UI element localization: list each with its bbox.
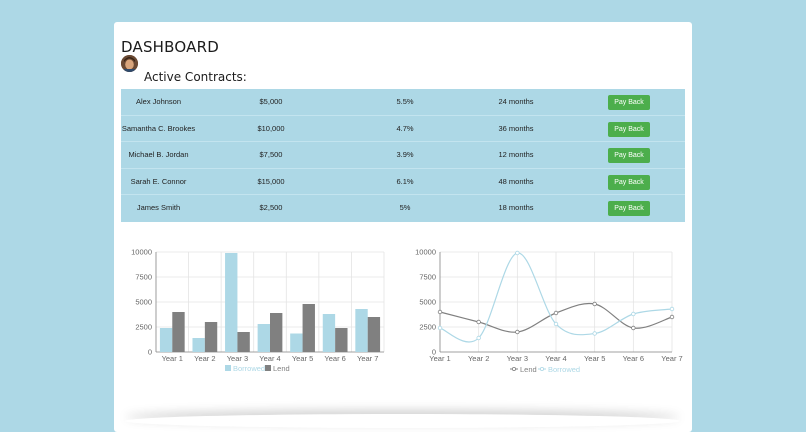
y-tick-label: 5000 xyxy=(135,298,152,307)
legend-label-borrowed: Borrowed xyxy=(233,364,265,373)
bar-borrowed xyxy=(159,328,173,352)
x-tick-label: Year 1 xyxy=(162,354,183,363)
contract-name: Michael B. Jordan xyxy=(128,150,189,160)
y-tick-label: 5000 xyxy=(419,298,436,307)
x-tick-label: Year 2 xyxy=(194,354,215,363)
contract-rate: 6.1% xyxy=(396,176,414,186)
point-borrowed xyxy=(553,321,559,327)
bar-borrowed xyxy=(192,338,205,352)
next-card-shadow xyxy=(125,414,680,428)
pay-back-button[interactable]: Pay Back xyxy=(608,201,650,217)
contract-name: Alex Johnson xyxy=(135,97,182,106)
pay-back-button[interactable]: Pay Back xyxy=(608,95,650,110)
point-borrowed xyxy=(476,335,481,341)
bar-borrowed xyxy=(290,333,303,352)
y-tick-label: 10000 xyxy=(415,248,436,257)
contract-term: 36 months xyxy=(498,123,534,133)
x-tick-label: Year 6 xyxy=(623,354,644,363)
point-lend xyxy=(515,329,520,335)
contracts-table: Alex Johnson $5,000 5.5% 24 months Pay B… xyxy=(121,89,685,222)
point-lend xyxy=(476,319,481,325)
bar-lend xyxy=(302,304,315,352)
contract-amount: $15,000 xyxy=(257,176,285,186)
contract-rate: 5.5% xyxy=(396,97,414,106)
point-borrowed xyxy=(631,311,636,317)
table-row: Michael B. Jordan $7,500 3.9% 12 months … xyxy=(121,142,685,169)
contract-rate: 4.7% xyxy=(396,123,414,133)
contract-term: 48 months xyxy=(498,176,534,186)
y-tick-label: 2500 xyxy=(135,323,152,332)
point-lend xyxy=(592,301,597,307)
page-title: DASHBOARD xyxy=(121,38,219,56)
contract-amount: $7,500 xyxy=(259,150,283,160)
point-borrowed xyxy=(669,306,675,312)
contract-name: Sarah E. Connor xyxy=(130,176,187,186)
bar-lend xyxy=(367,317,381,352)
pay-back-button[interactable]: Pay Back xyxy=(608,148,650,164)
contract-rate: 5% xyxy=(399,203,411,213)
bar-lend xyxy=(270,313,283,352)
x-tick-label: Year 7 xyxy=(357,354,378,363)
x-tick-label: Year 4 xyxy=(545,354,566,363)
x-tick-label: Year 7 xyxy=(661,354,682,363)
contract-amount: $10,000 xyxy=(257,123,285,133)
legend-label-lend: Lend xyxy=(520,365,537,374)
x-tick-label: Year 4 xyxy=(259,354,280,363)
y-tick-label: 7500 xyxy=(135,273,152,282)
x-tick-label: Year 5 xyxy=(292,354,313,363)
bar-borrowed xyxy=(225,253,238,352)
x-tick-label: Year 5 xyxy=(584,354,605,363)
point-borrowed xyxy=(592,331,597,336)
legend-marker-borrowed xyxy=(539,366,544,371)
line-chart: 0 2500 5000 7500 10000 Year 1 Year 2 Year 3 Year… xyxy=(415,248,683,375)
x-tick-label: Year 3 xyxy=(507,354,528,363)
contract-rate: 3.9% xyxy=(396,150,414,160)
bar-borrowed xyxy=(322,314,336,352)
legend-swatch-lend xyxy=(265,365,271,371)
point-borrowed xyxy=(515,250,520,256)
contract-amount: $5,000 xyxy=(259,97,283,106)
contract-term: 12 months xyxy=(498,150,534,160)
y-tick-label: 7500 xyxy=(419,273,436,282)
bar-lend xyxy=(204,322,218,352)
x-tick-label: Year 2 xyxy=(468,354,489,363)
section-title: Active Contracts: xyxy=(144,70,247,84)
y-tick-label: 0 xyxy=(148,348,152,357)
bar-lend xyxy=(237,332,250,352)
table-row: Sarah E. Connor $15,000 6.1% 48 months P… xyxy=(121,169,685,196)
x-tick-label: Year 6 xyxy=(324,354,345,363)
contract-amount: $2,500 xyxy=(259,203,283,213)
pay-back-button[interactable]: Pay Back xyxy=(608,121,650,137)
legend-label-borrowed: Borrowed xyxy=(548,365,580,374)
table-row: Samantha C. Brookes $10,000 4.7% 36 mont… xyxy=(121,116,685,143)
x-tick-label: Year 3 xyxy=(227,354,248,363)
legend-swatch-borrowed xyxy=(225,365,231,371)
bar-lend xyxy=(172,312,185,352)
bar-chart: 0 2500 5000 7500 10000 Year 1 Year 2 Year 3 Year… xyxy=(131,248,385,373)
avatar-icon xyxy=(121,55,138,72)
point-lend xyxy=(553,310,559,316)
bar-borrowed xyxy=(257,324,270,352)
legend-marker-lend xyxy=(512,366,517,371)
bar-lend xyxy=(335,328,348,352)
avatar[interactable] xyxy=(121,55,138,72)
contract-name: Samantha C. Brookes xyxy=(121,123,196,133)
point-lend xyxy=(669,314,675,320)
x-tick-label: Year 1 xyxy=(429,354,450,363)
point-lend xyxy=(631,325,636,331)
pay-back-button[interactable]: Pay Back xyxy=(608,174,650,190)
point-borrowed xyxy=(437,325,443,331)
y-tick-label: 0 xyxy=(432,348,436,357)
contract-term: 24 months xyxy=(498,97,534,106)
y-tick-label: 10000 xyxy=(131,248,152,257)
contract-term: 18 months xyxy=(498,203,534,213)
contract-name: James Smith xyxy=(136,203,181,213)
table-row: Alex Johnson $5,000 5.5% 24 months Pay B… xyxy=(121,89,685,116)
point-lend xyxy=(437,309,443,315)
y-tick-label: 2500 xyxy=(419,323,436,332)
bar-borrowed xyxy=(355,309,368,352)
dashboard-card: DASHBOARD Active Contracts: Alex Johnson… xyxy=(114,22,692,432)
legend-label-lend: Lend xyxy=(273,364,290,373)
table-row: James Smith $2,500 5% 18 months Pay Back xyxy=(121,195,685,222)
